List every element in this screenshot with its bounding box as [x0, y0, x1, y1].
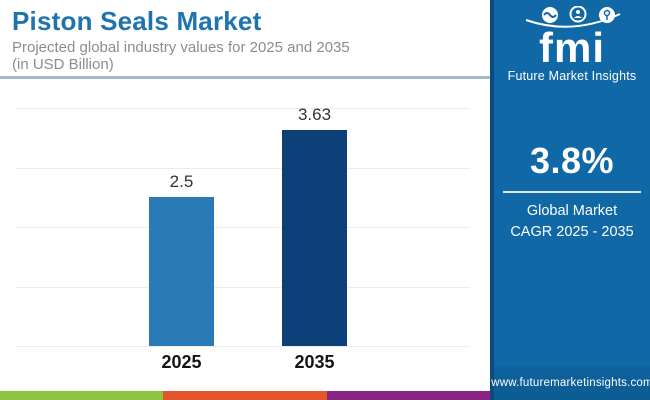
page-subtitle: Projected global industry values for 202… — [12, 39, 490, 74]
website-band: www.futuremarketinsights.com — [491, 366, 650, 400]
x-axis-label-2025: 2025 — [161, 352, 202, 372]
subtitle-line-2: (in USD Billion) — [12, 56, 114, 74]
website-link[interactable]: www.futuremarketinsights.com — [491, 377, 650, 389]
content-panel: Piston Seals Market Projected global ind… — [0, 0, 490, 400]
footer-color-stripe — [0, 391, 490, 400]
page-title: Piston Seals Market — [12, 6, 262, 36]
header-divider — [0, 76, 490, 79]
brand-sidebar: fmi Future Market Insights 3.8% Global M… — [490, 0, 650, 400]
cagr-label-line-1: Global Market — [526, 203, 618, 220]
logo-icon-cluster — [525, 6, 621, 28]
cagr-divider — [503, 191, 641, 194]
cagr-label: Global Market CAGR 2025 - 2035 — [494, 201, 650, 243]
gridline — [15, 346, 470, 347]
cagr-block: 3.8% Global Market CAGR 2025 - 2035 — [494, 140, 650, 243]
header: Piston Seals Market Projected global ind… — [0, 0, 490, 74]
person-chart-icon — [569, 6, 587, 23]
x-axis-label-2035: 2035 — [294, 352, 335, 372]
gridline — [15, 227, 470, 228]
brand-caption: Future Market Insights — [507, 68, 637, 83]
handshake-icon — [542, 7, 558, 23]
stripe-green — [0, 391, 163, 400]
fmi-logo: fmi Future Market Insights — [494, 6, 650, 82]
bar-2025: 2.5 — [149, 172, 214, 346]
cagr-label-line-2: CAGR 2025 - 2035 — [510, 224, 634, 241]
stripe-purple — [327, 391, 490, 400]
stripe-orange — [163, 391, 327, 400]
bar-rect — [149, 197, 214, 346]
bar-value-label: 2.5 — [169, 172, 194, 191]
brand-wordmark: fmi — [539, 24, 605, 71]
cagr-value: 3.8% — [529, 140, 615, 182]
gridline — [15, 108, 470, 109]
subtitle-line-1: Projected global industry values for 202… — [12, 38, 350, 56]
plot-area: 2.5 3.63 2025 2035 — [15, 95, 470, 378]
bar-2035: 3.63 — [282, 105, 347, 346]
gridline — [15, 167, 470, 169]
globe-pin-icon — [599, 7, 615, 23]
bar-value-label: 3.63 — [297, 105, 332, 124]
bar-rect — [282, 130, 347, 346]
gridline — [15, 286, 470, 288]
